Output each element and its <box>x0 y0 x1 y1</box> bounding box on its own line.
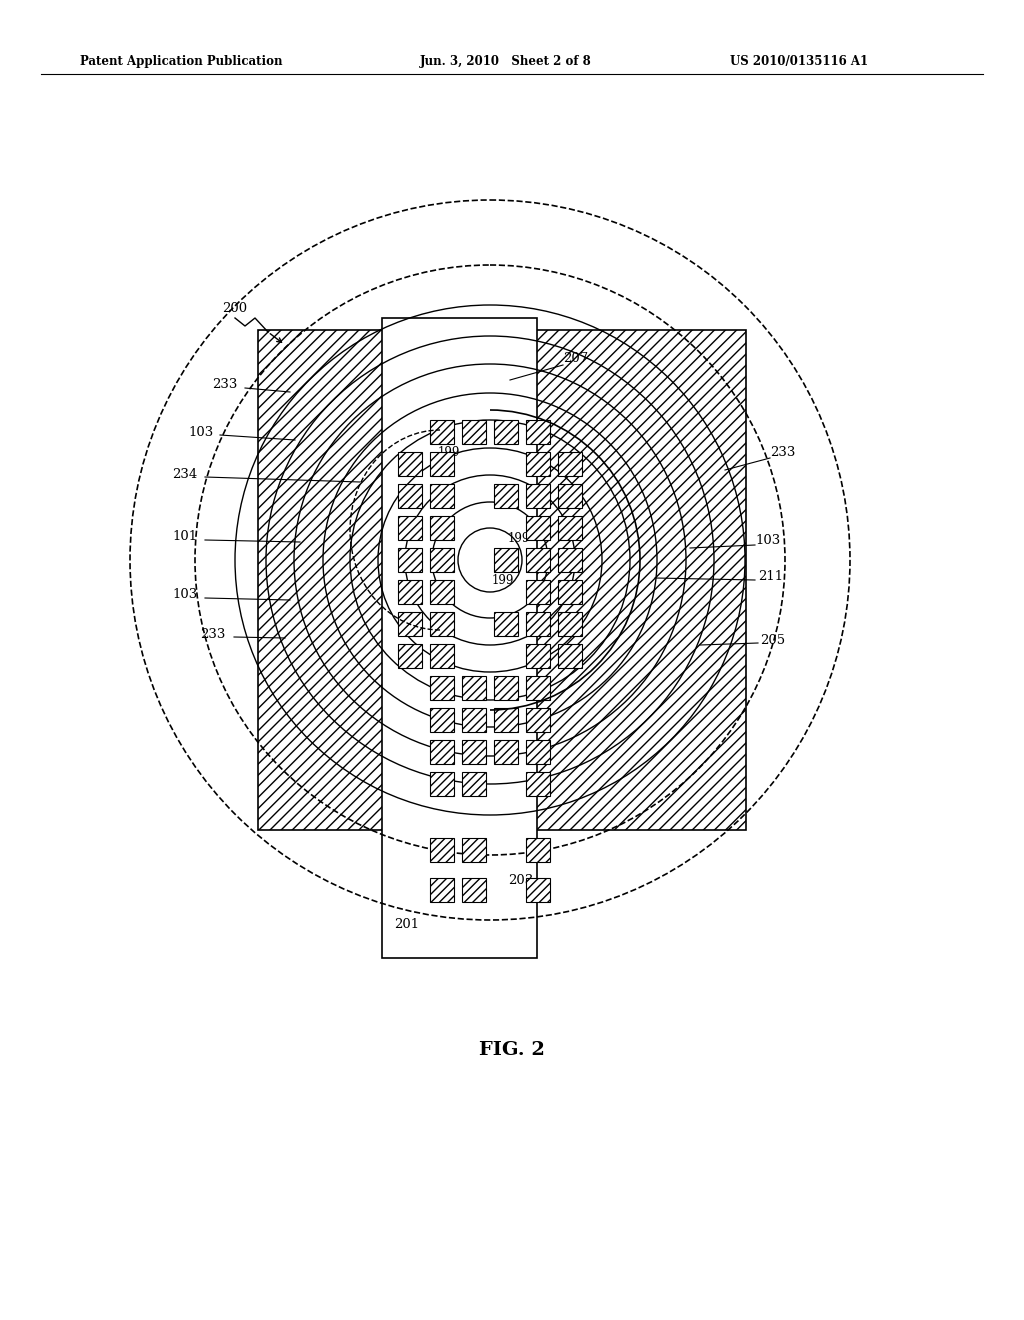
Bar <box>494 484 518 508</box>
Bar <box>526 579 550 605</box>
Bar <box>258 330 746 830</box>
Text: 201: 201 <box>394 919 419 932</box>
Text: 200: 200 <box>222 301 247 314</box>
Text: 233: 233 <box>212 379 238 392</box>
Bar <box>430 612 454 636</box>
Bar <box>526 772 550 796</box>
Text: 203: 203 <box>508 874 534 887</box>
Bar <box>398 579 422 605</box>
Bar <box>526 644 550 668</box>
Bar <box>558 579 582 605</box>
Bar <box>494 420 518 444</box>
Bar <box>494 708 518 733</box>
Bar <box>558 548 582 572</box>
Text: 234: 234 <box>172 469 198 482</box>
Bar <box>382 318 537 958</box>
Bar <box>462 838 486 862</box>
Bar <box>462 708 486 733</box>
Text: 103: 103 <box>188 425 213 438</box>
Bar <box>430 516 454 540</box>
Bar <box>526 451 550 477</box>
Bar <box>430 676 454 700</box>
Text: 199: 199 <box>508 532 530 544</box>
Bar <box>558 451 582 477</box>
Bar <box>398 548 422 572</box>
Text: 103: 103 <box>172 589 198 602</box>
Text: Patent Application Publication: Patent Application Publication <box>80 55 283 69</box>
Bar <box>526 484 550 508</box>
Bar <box>430 708 454 733</box>
Bar <box>398 451 422 477</box>
Bar <box>398 484 422 508</box>
Text: 103: 103 <box>755 533 780 546</box>
Text: 205: 205 <box>760 634 785 647</box>
Bar <box>462 878 486 902</box>
Bar <box>462 772 486 796</box>
Bar <box>526 741 550 764</box>
Bar <box>558 516 582 540</box>
Bar <box>430 484 454 508</box>
Bar <box>430 772 454 796</box>
Bar <box>462 420 486 444</box>
Bar <box>526 420 550 444</box>
Bar <box>430 878 454 902</box>
Bar <box>526 516 550 540</box>
Bar <box>558 612 582 636</box>
Text: 233: 233 <box>200 628 225 642</box>
Bar <box>526 548 550 572</box>
Text: US 2010/0135116 A1: US 2010/0135116 A1 <box>730 55 868 69</box>
Bar <box>526 612 550 636</box>
Text: Jun. 3, 2010   Sheet 2 of 8: Jun. 3, 2010 Sheet 2 of 8 <box>420 55 592 69</box>
Bar <box>494 676 518 700</box>
Text: 199: 199 <box>438 446 461 458</box>
Bar <box>430 579 454 605</box>
Bar <box>430 548 454 572</box>
Bar <box>494 548 518 572</box>
Bar <box>430 420 454 444</box>
Text: 199: 199 <box>492 573 514 586</box>
Bar <box>430 838 454 862</box>
Bar <box>526 708 550 733</box>
Bar <box>558 644 582 668</box>
Bar <box>398 612 422 636</box>
Text: 233: 233 <box>770 446 796 458</box>
Bar <box>558 484 582 508</box>
Bar <box>462 741 486 764</box>
Bar <box>526 676 550 700</box>
Bar <box>526 838 550 862</box>
Bar <box>398 644 422 668</box>
Text: 207: 207 <box>563 351 588 364</box>
Bar <box>494 612 518 636</box>
Bar <box>430 451 454 477</box>
Bar <box>398 516 422 540</box>
Bar <box>430 644 454 668</box>
Bar <box>526 878 550 902</box>
Bar <box>494 741 518 764</box>
Text: 211: 211 <box>758 570 783 583</box>
Bar <box>430 741 454 764</box>
Text: 101: 101 <box>172 531 198 544</box>
Text: FIG. 2: FIG. 2 <box>479 1041 545 1059</box>
Bar <box>462 676 486 700</box>
